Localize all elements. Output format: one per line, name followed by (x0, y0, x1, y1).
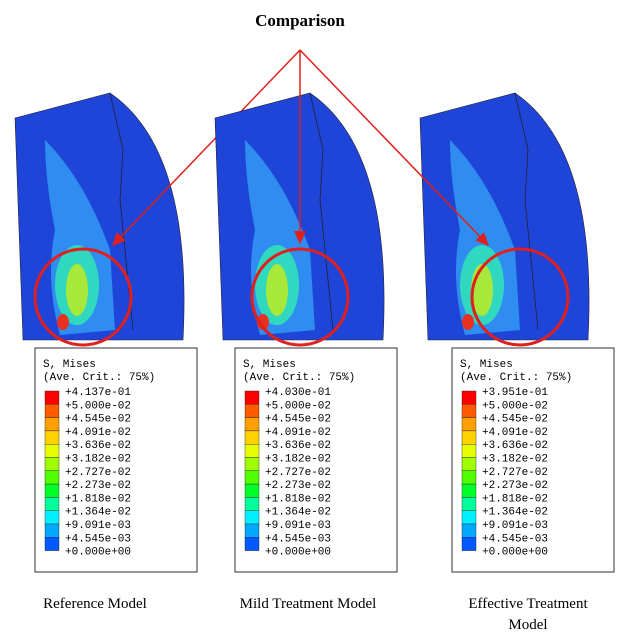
legend-header: S, Mises (460, 359, 513, 371)
stress-peak (462, 314, 474, 330)
legend-swatch (462, 391, 476, 404)
caption: Model (508, 617, 547, 633)
legend-label: +3.182e-02 (65, 454, 131, 466)
title: Comparison (255, 11, 345, 30)
legend-label: +2.273e-02 (265, 480, 331, 492)
legend-label: +3.636e-02 (482, 440, 548, 452)
legend-swatch (245, 418, 259, 431)
caption: Reference Model (43, 596, 147, 612)
legend-swatch (462, 418, 476, 431)
legend-swatch (245, 431, 259, 444)
legend-label: +4.545e-03 (265, 533, 331, 545)
legend-label: +0.000e+00 (482, 547, 548, 559)
legend-label: +1.364e-02 (482, 507, 548, 519)
legend-swatch (45, 391, 59, 404)
legend-swatch (45, 524, 59, 537)
legend-label: +4.545e-03 (482, 533, 548, 545)
legend-swatch (245, 471, 259, 484)
legend-label: +2.727e-02 (265, 467, 331, 479)
legend-swatch (462, 484, 476, 497)
legend-header: (Ave. Crit.: 75%) (460, 372, 572, 384)
legend-label: +9.091e-03 (265, 520, 331, 532)
legend-label: +2.273e-02 (482, 480, 548, 492)
legend-swatch (462, 511, 476, 524)
legend-swatch (462, 444, 476, 457)
legend-swatch (462, 431, 476, 444)
legend-label: +4.545e-02 (482, 414, 548, 426)
legend-label: +5.000e-02 (65, 400, 131, 412)
legend-swatch (45, 404, 59, 417)
legend-swatch (45, 537, 59, 550)
legend-swatch (245, 511, 259, 524)
legend-label: +4.545e-03 (65, 533, 131, 545)
stress-high (266, 264, 288, 316)
legend-swatch (45, 431, 59, 444)
stress-peak (57, 314, 69, 330)
legend-swatch (462, 497, 476, 510)
legend-swatch (462, 524, 476, 537)
legend-label: +4.545e-02 (265, 414, 331, 426)
legend-swatch (245, 524, 259, 537)
stress-high (66, 264, 88, 316)
legend-swatch (45, 497, 59, 510)
legend-label: +4.545e-02 (65, 414, 131, 426)
legend-header: S, Mises (43, 359, 96, 371)
legend-label: +4.091e-02 (265, 427, 331, 439)
legend-label: +3.182e-02 (265, 454, 331, 466)
legend-swatch (245, 404, 259, 417)
legend-swatch (45, 511, 59, 524)
legend-label: +0.000e+00 (265, 547, 331, 559)
legend-swatch (45, 418, 59, 431)
legend-header: S, Mises (243, 359, 296, 371)
legend-label: +1.818e-02 (65, 493, 131, 505)
legend-swatch (45, 471, 59, 484)
legend-label: +5.000e-02 (265, 400, 331, 412)
legend-header: (Ave. Crit.: 75%) (43, 372, 155, 384)
legend-label: +4.030e-01 (265, 387, 331, 399)
legend-label: +1.818e-02 (265, 493, 331, 505)
legend-swatch (462, 537, 476, 550)
legend-label: +9.091e-03 (482, 520, 548, 532)
legend-swatch (45, 444, 59, 457)
legend-label: +2.727e-02 (65, 467, 131, 479)
legend-swatch (245, 484, 259, 497)
legend-label: +2.727e-02 (482, 467, 548, 479)
legend-swatch (45, 484, 59, 497)
legend-label: +5.000e-02 (482, 400, 548, 412)
legend-label: +9.091e-03 (65, 520, 131, 532)
legend-label: +4.091e-02 (482, 427, 548, 439)
legend-label: +3.636e-02 (65, 440, 131, 452)
legend-swatch (245, 537, 259, 550)
legend-label: +3.182e-02 (482, 454, 548, 466)
legend-label: +1.818e-02 (482, 493, 548, 505)
legend-label: +0.000e+00 (65, 547, 131, 559)
legend-swatch (462, 404, 476, 417)
legend-label: +4.091e-02 (65, 427, 131, 439)
legend-label: +4.137e-01 (65, 387, 131, 399)
legend-swatch (45, 458, 59, 471)
legend-label: +1.364e-02 (265, 507, 331, 519)
legend-label: +3.951e-01 (482, 387, 548, 399)
legend-swatch (245, 444, 259, 457)
legend-header: (Ave. Crit.: 75%) (243, 372, 355, 384)
legend-swatch (245, 497, 259, 510)
caption: Mild Treatment Model (240, 596, 377, 612)
legend-swatch (245, 458, 259, 471)
legend-label: +1.364e-02 (65, 507, 131, 519)
legend-label: +2.273e-02 (65, 480, 131, 492)
caption: Effective Treatment (468, 596, 588, 612)
legend-swatch (462, 458, 476, 471)
figure: Comparison S, Mises(Ave. Crit.: 75%)+4.1… (0, 0, 622, 633)
legend-swatch (462, 471, 476, 484)
legend-swatch (245, 391, 259, 404)
legend-label: +3.636e-02 (265, 440, 331, 452)
